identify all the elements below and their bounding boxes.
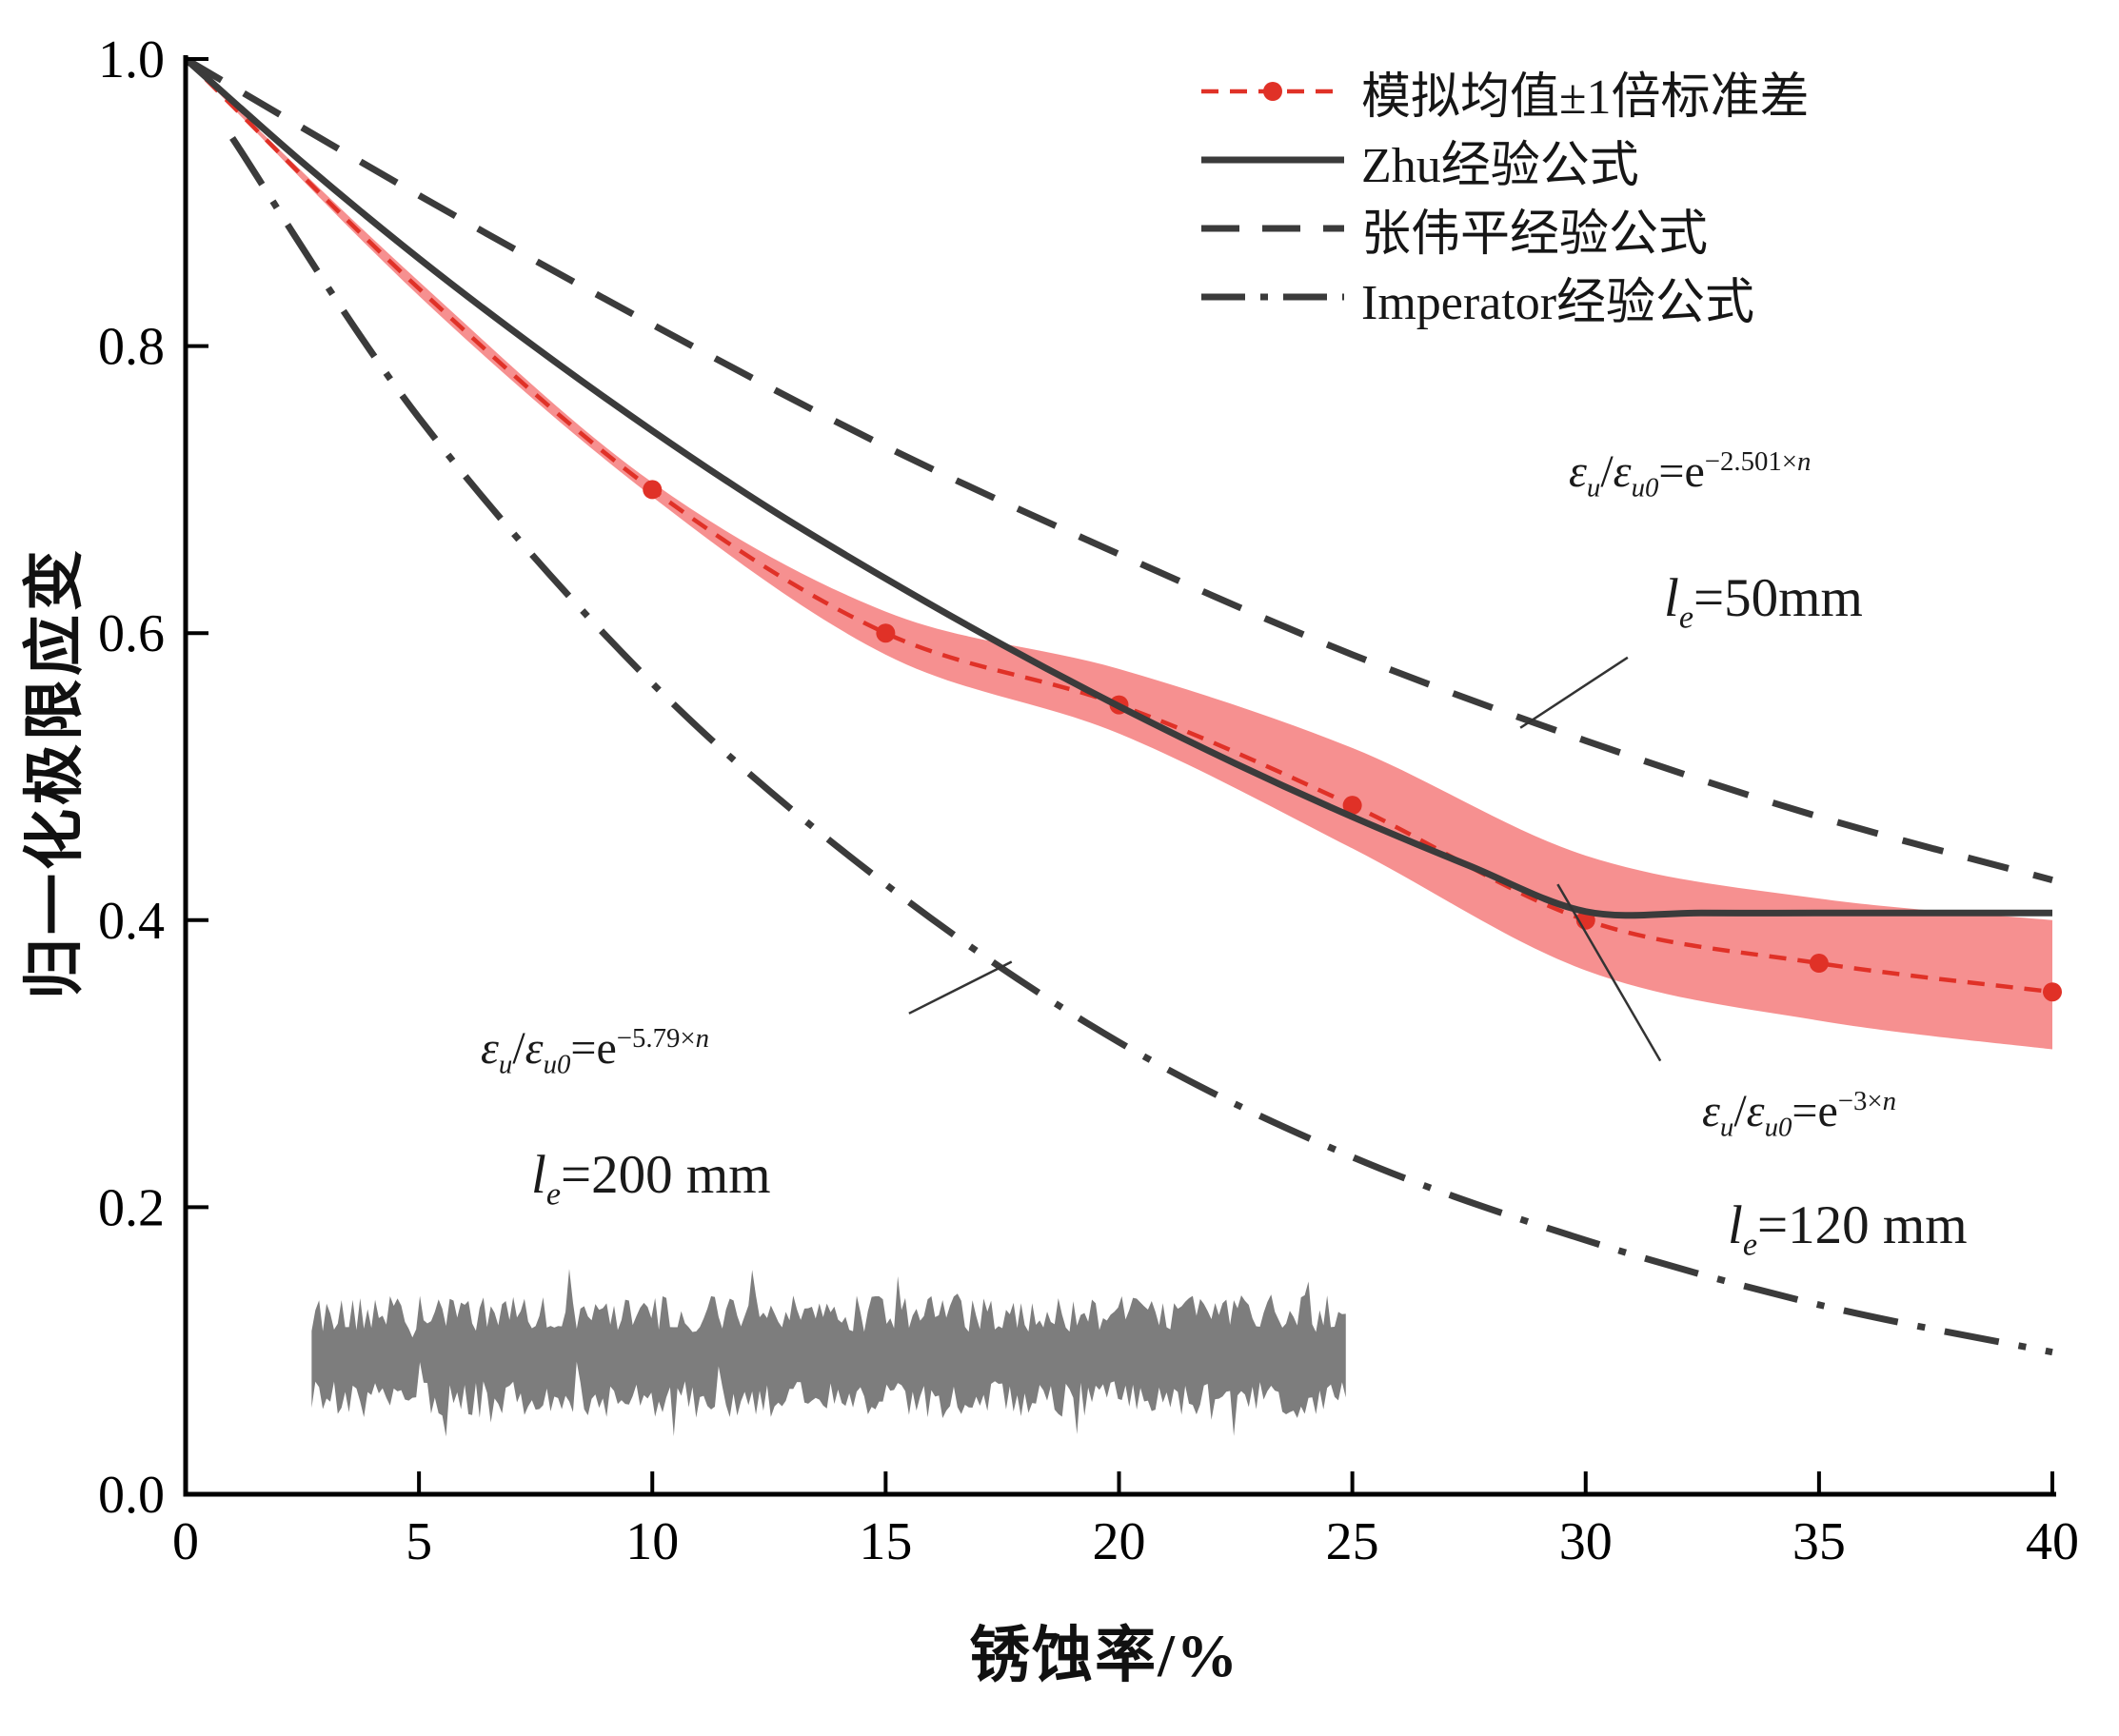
annotation-formula-imperator: εu/εu0=e−5.79×n xyxy=(481,1023,710,1080)
y-tick-label: 0.8 xyxy=(98,318,165,377)
y-tick-label: 0.0 xyxy=(98,1466,165,1525)
y-tick-label: 0.4 xyxy=(98,892,165,951)
legend-label-imperator: Imperator经验公式 xyxy=(1361,275,1755,330)
x-tick-label: 5 xyxy=(406,1512,432,1571)
legend: 模拟均值±1倍标准差 Zhu经验公式 张伟平经验公式 Imperator经验公式 xyxy=(1201,61,1810,330)
x-tick-label: 25 xyxy=(1326,1512,1379,1571)
legend-label-zhangweiping: 张伟平经验公式 xyxy=(1361,207,1709,262)
y-tick-label: 0.6 xyxy=(98,604,165,663)
data-point-marker xyxy=(1342,796,1362,816)
x-tick-label: 40 xyxy=(2026,1512,2079,1571)
legend-item-zhangweiping: 张伟平经验公式 xyxy=(1201,198,1810,262)
x-axis-label: 锈蚀率/% xyxy=(969,1622,1239,1689)
legend-label-zhu: Zhu经验公式 xyxy=(1361,138,1639,193)
legend-item-imperator: Imperator经验公式 xyxy=(1201,266,1810,330)
legend-label-sim-mean: 模拟均值±1倍标准差 xyxy=(1361,69,1810,125)
x-tick-label: 20 xyxy=(1093,1512,1146,1571)
x-tick-label: 0 xyxy=(172,1512,199,1571)
x-tick-label: 10 xyxy=(625,1512,679,1571)
annotation-formula-zhu: εu/εu0=e−3×n xyxy=(1702,1086,1897,1143)
data-point-marker xyxy=(1809,954,1829,974)
y-tick-label: 0.2 xyxy=(98,1178,165,1237)
series-line-0 xyxy=(184,57,2053,995)
legend-line-imperator-icon xyxy=(1201,293,1344,301)
formula-epsilon-u0: ε xyxy=(1613,446,1632,497)
x-tick-label: 35 xyxy=(1792,1512,1846,1571)
annotation-leader-line-1 xyxy=(908,960,1013,1015)
std-dev-band xyxy=(186,59,2052,1050)
legend-item-zhu: Zhu经验公式 xyxy=(1201,129,1810,193)
legend-line-zhu-icon xyxy=(1201,156,1344,164)
data-point-marker xyxy=(876,623,896,643)
legend-line-zhangweiping-icon xyxy=(1201,225,1344,232)
annotation-gauge-120mm: le=120 mm xyxy=(1728,1195,1968,1263)
formula-epsilon-u: ε xyxy=(1569,446,1587,497)
data-point-marker xyxy=(2043,982,2062,1002)
annotation-formula-zhangweiping: εu/εu0=e−2.501×n xyxy=(1569,446,1812,503)
annotation-leader-line-2 xyxy=(1556,883,1662,1062)
annotation-gauge-200mm: le=200 mm xyxy=(531,1145,771,1213)
annotation-leader-line-0 xyxy=(1519,656,1629,729)
y-tick-label: 1.0 xyxy=(98,30,165,89)
rebar-profile-image xyxy=(311,1269,1346,1437)
series-line-3 xyxy=(229,135,2053,1356)
x-tick-label: 15 xyxy=(859,1512,912,1571)
series-line-1 xyxy=(183,56,2053,919)
data-point-marker xyxy=(643,480,663,500)
legend-item-simulated-mean: 模拟均值±1倍标准差 xyxy=(1201,61,1810,125)
legend-line-sim-mean-icon xyxy=(1201,82,1344,101)
x-tick-label: 30 xyxy=(1559,1512,1613,1571)
series-line-2 xyxy=(184,55,2053,883)
annotation-gauge-50mm: le=50mm xyxy=(1664,568,1863,636)
